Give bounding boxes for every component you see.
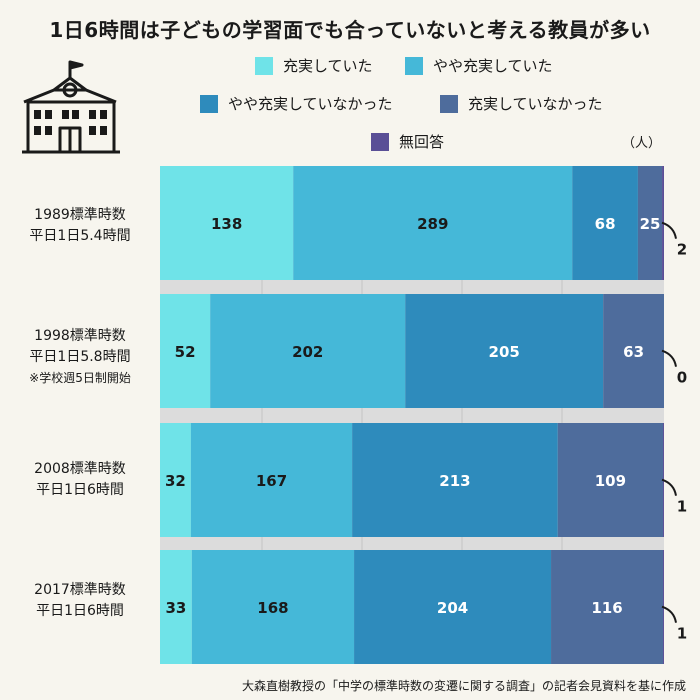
legend-swatch [255, 56, 273, 75]
no-answer-label: 2 [677, 241, 687, 259]
row-label-2017: 2017標準時数 平日1日6時間 [0, 580, 160, 622]
legend-item-no-answer: 無回答 [371, 131, 444, 152]
bar-segment [160, 423, 191, 537]
data-label: 25 [640, 215, 661, 233]
data-label: 63 [623, 343, 644, 361]
data-label: 204 [437, 599, 468, 617]
bar-segment [354, 550, 552, 664]
data-label: 52 [175, 343, 196, 361]
row-label-note: ※学校週5日制開始 [29, 371, 131, 385]
row-label-line: 1989標準時数 [34, 207, 126, 223]
school-building-icon [18, 56, 124, 166]
bar-segment [210, 294, 406, 408]
bar-segment [160, 294, 211, 408]
legend-label: 充実していなかった [468, 95, 603, 113]
bar-segment [572, 166, 638, 280]
legend-swatch [371, 132, 389, 151]
no-answer-label: 0 [677, 369, 687, 387]
legend-swatch [405, 56, 423, 75]
legend-item-somewhat-not: やや充実していなかった [200, 93, 393, 114]
row-label-line: 1998標準時数 [34, 328, 126, 344]
data-label: 32 [165, 472, 186, 490]
bar-segment [293, 166, 573, 280]
data-label: 109 [595, 472, 626, 490]
no-answer-label: 1 [677, 625, 687, 643]
bar-segment [191, 550, 355, 664]
legend-item-somewhat-fulfilled: やや充実していた [405, 55, 553, 76]
callout-line [661, 221, 677, 239]
row-label-line: 平日1日6時間 [36, 603, 124, 619]
data-label: 213 [439, 472, 470, 490]
callout-line [661, 478, 677, 496]
row-label-line: 平日1日5.8時間 [29, 349, 131, 365]
data-label: 167 [256, 472, 287, 490]
bar-segment [557, 423, 664, 537]
legend-label: やや充実していなかった [228, 95, 393, 113]
data-label: 33 [165, 599, 186, 617]
row-label-line: 平日1日5.4時間 [29, 228, 131, 244]
legend-item-not-fulfilled: 充実していなかった [440, 93, 603, 114]
bar-segment [352, 423, 558, 537]
bar-segment [637, 166, 663, 280]
unit-label: （人） [622, 136, 662, 151]
row-label-line: 2017標準時数 [34, 582, 126, 598]
bar-segment [190, 423, 353, 537]
bar-segment [551, 550, 664, 664]
data-label: 205 [489, 343, 520, 361]
legend-swatch [200, 94, 218, 113]
data-label: 116 [591, 599, 622, 617]
bar-segment [160, 166, 294, 280]
row-label-line: 平日1日6時間 [36, 482, 124, 498]
row-label-1998: 1998標準時数 平日1日5.8時間 ※学校週5日制開始 [0, 326, 160, 389]
data-label: 138 [211, 215, 242, 233]
legend-label: やや充実していた [433, 57, 553, 75]
bar-segment [405, 294, 604, 408]
row-label-line: 2008標準時数 [34, 461, 126, 477]
legend-item-very-fulfilled: 充実していた [255, 55, 373, 76]
bar-segment [160, 550, 192, 664]
row-label-2008: 2008標準時数 平日1日6時間 [0, 459, 160, 501]
data-label: 289 [417, 215, 448, 233]
legend-label: 充実していた [283, 57, 373, 75]
source-note: 大森直樹教授の「中学の標準時数の変遷に関する調査」の記者会見資料を基に作成 [241, 679, 686, 693]
data-label: 202 [292, 343, 323, 361]
legend-label: 無回答 [399, 133, 445, 151]
data-label: 68 [595, 215, 616, 233]
callout-line [661, 349, 677, 367]
legend-swatch [440, 94, 458, 113]
bar-segment [603, 294, 664, 408]
data-label: 168 [257, 599, 288, 617]
row-label-1989: 1989標準時数 平日1日5.4時間 [0, 205, 160, 247]
callout-line [661, 605, 677, 623]
no-answer-label: 1 [677, 498, 687, 516]
chart-title: 1日6時間は子どもの学習面でも合っていないと考える教員が多い [49, 18, 651, 42]
